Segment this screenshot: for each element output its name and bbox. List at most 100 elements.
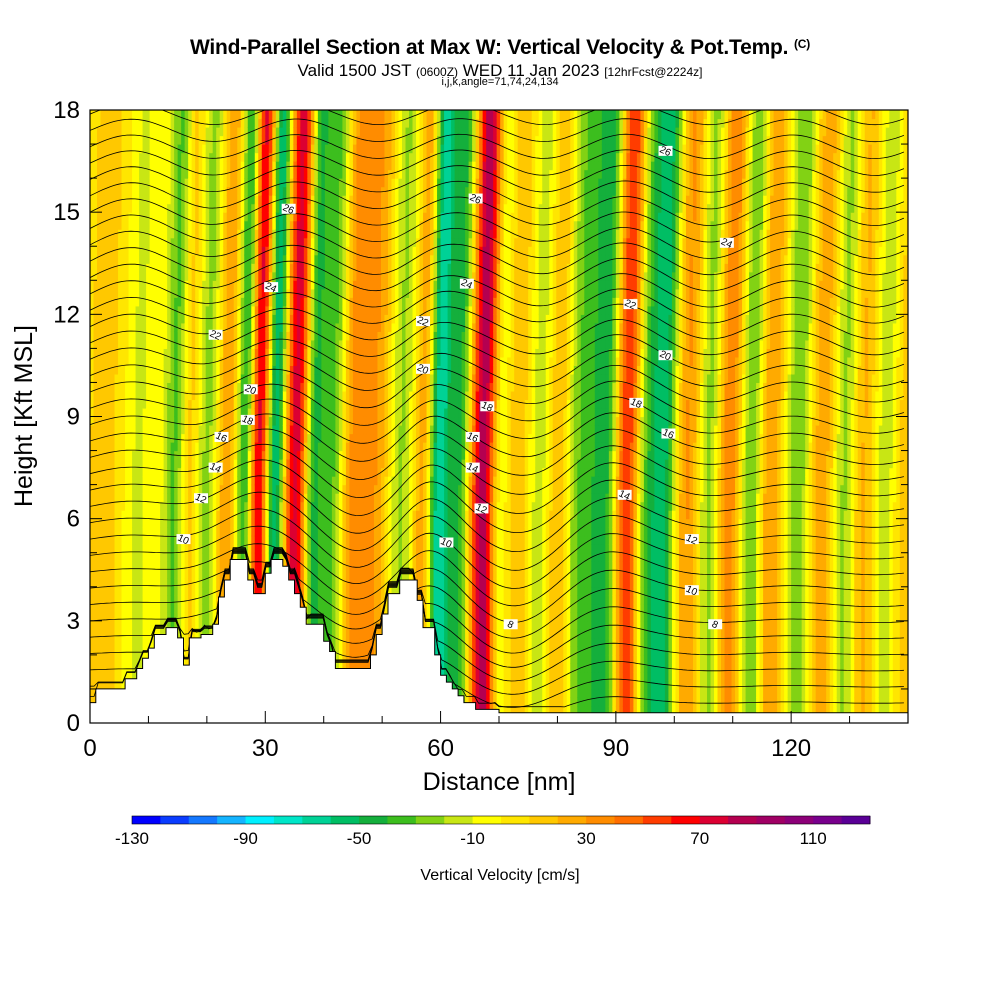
velocity-cell bbox=[142, 561, 147, 571]
velocity-cell bbox=[307, 425, 312, 435]
velocity-cell bbox=[212, 297, 217, 307]
velocity-cell bbox=[121, 152, 126, 162]
velocity-cell bbox=[324, 467, 329, 477]
velocity-cell bbox=[142, 612, 147, 622]
velocity-cell bbox=[132, 365, 137, 375]
velocity-cell bbox=[132, 586, 137, 596]
velocity-cell bbox=[275, 433, 280, 443]
velocity-cell bbox=[156, 416, 161, 426]
velocity-cell bbox=[321, 561, 326, 571]
velocity-cell bbox=[310, 305, 315, 315]
velocity-cell bbox=[125, 305, 130, 315]
velocity-cell bbox=[111, 237, 116, 247]
velocity-cell bbox=[128, 578, 133, 588]
velocity-cell bbox=[244, 127, 249, 137]
velocity-cell bbox=[331, 595, 336, 605]
velocity-cell bbox=[125, 595, 130, 605]
velocity-cell bbox=[216, 169, 221, 179]
velocity-cell bbox=[104, 203, 109, 213]
velocity-cell bbox=[90, 654, 95, 664]
velocity-cell bbox=[268, 518, 273, 528]
velocity-cell bbox=[321, 416, 326, 426]
velocity-cell bbox=[135, 382, 140, 392]
velocity-cell bbox=[153, 229, 158, 239]
velocity-cell bbox=[328, 467, 333, 477]
velocity-cell bbox=[107, 288, 112, 298]
velocity-cell bbox=[310, 314, 315, 324]
velocity-cell bbox=[114, 246, 119, 256]
velocity-cell bbox=[118, 322, 123, 332]
velocity-cell bbox=[244, 501, 249, 511]
velocity-cell bbox=[286, 229, 291, 239]
velocity-cell bbox=[321, 195, 326, 205]
velocity-cell bbox=[233, 552, 238, 562]
velocity-cell bbox=[184, 425, 189, 435]
velocity-cell bbox=[272, 416, 277, 426]
velocity-cell bbox=[240, 348, 245, 358]
velocity-cell bbox=[104, 501, 109, 511]
velocity-cell bbox=[202, 110, 207, 120]
velocity-cell bbox=[128, 118, 133, 128]
velocity-cell bbox=[314, 178, 319, 188]
velocity-cell bbox=[170, 118, 175, 128]
velocity-cell bbox=[174, 314, 179, 324]
velocity-cell bbox=[272, 476, 277, 486]
velocity-cell bbox=[114, 535, 119, 545]
velocity-cell bbox=[286, 297, 291, 307]
velocity-cell bbox=[265, 229, 270, 239]
velocity-cell bbox=[202, 484, 207, 494]
velocity-cell bbox=[125, 271, 130, 281]
velocity-cell bbox=[258, 518, 263, 528]
velocity-cell bbox=[191, 586, 196, 596]
velocity-cell bbox=[289, 263, 294, 273]
velocity-cell bbox=[328, 382, 333, 392]
velocity-cell bbox=[104, 314, 109, 324]
velocity-cell bbox=[314, 603, 319, 613]
velocity-cell bbox=[300, 407, 305, 418]
velocity-cell bbox=[324, 365, 329, 375]
velocity-cell bbox=[258, 356, 263, 367]
velocity-cell bbox=[300, 561, 305, 571]
velocity-cell bbox=[324, 620, 329, 630]
velocity-cell bbox=[328, 348, 333, 358]
velocity-cell bbox=[244, 365, 249, 375]
velocity-cell bbox=[184, 442, 189, 452]
velocity-cell bbox=[258, 118, 263, 128]
velocity-cell bbox=[132, 637, 137, 647]
velocity-cell bbox=[90, 663, 95, 673]
velocity-cell bbox=[240, 433, 245, 443]
velocity-cell bbox=[240, 212, 245, 222]
velocity-cell bbox=[114, 578, 119, 588]
velocity-cell bbox=[153, 288, 158, 298]
velocity-cell bbox=[303, 467, 308, 477]
velocity-cell bbox=[132, 288, 137, 298]
velocity-cell bbox=[275, 373, 280, 384]
velocity-cell bbox=[125, 348, 130, 358]
velocity-cell bbox=[153, 527, 158, 537]
velocity-cell bbox=[198, 356, 203, 367]
velocity-cell bbox=[205, 382, 210, 392]
velocity-cell bbox=[195, 390, 200, 401]
velocity-cell bbox=[219, 416, 224, 426]
velocity-cell bbox=[156, 535, 161, 545]
velocity-cell bbox=[300, 110, 305, 120]
velocity-cell bbox=[321, 501, 326, 511]
velocity-cell bbox=[261, 373, 266, 384]
velocity-cell bbox=[118, 135, 123, 145]
velocity-cell bbox=[195, 373, 200, 384]
velocity-cell bbox=[258, 339, 263, 349]
velocity-cell bbox=[184, 280, 189, 290]
velocity-cell bbox=[219, 305, 224, 315]
velocity-cell bbox=[132, 620, 137, 630]
velocity-cell bbox=[251, 271, 256, 281]
velocity-cell bbox=[233, 365, 238, 375]
velocity-cell bbox=[118, 476, 123, 486]
velocity-cell bbox=[282, 322, 287, 332]
velocity-cell bbox=[286, 484, 291, 494]
velocity-cell bbox=[191, 127, 196, 137]
velocity-cell bbox=[223, 161, 228, 171]
velocity-cell bbox=[128, 476, 133, 486]
velocity-cell bbox=[286, 339, 291, 349]
velocity-cell bbox=[118, 246, 123, 256]
velocity-cell bbox=[114, 220, 119, 230]
